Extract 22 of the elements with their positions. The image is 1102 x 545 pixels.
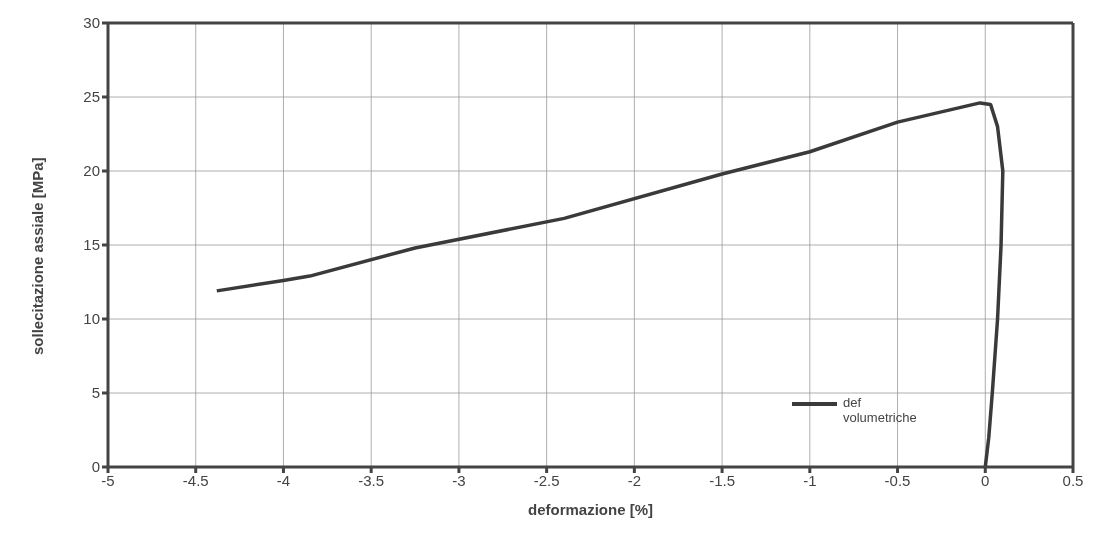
x-tick-label: -4	[276, 471, 291, 489]
y-axis-title: sollecitazione assiale [MPa]	[29, 157, 47, 355]
x-tick-label: 0.5	[1062, 471, 1084, 489]
x-tick-label: -3	[452, 471, 466, 489]
legend-label: def volumetriche	[843, 395, 918, 425]
y-tick-label: 15	[83, 236, 100, 254]
x-tick-label: -0.5	[884, 471, 911, 489]
x-tick-label: -4.5	[182, 471, 209, 489]
x-tick-label: -3.5	[358, 471, 385, 489]
y-tick-label: 30	[83, 14, 100, 32]
x-tick-label: 0	[981, 471, 990, 489]
x-tick-label: -1	[803, 471, 817, 489]
x-tick-label: -2.5	[533, 471, 560, 489]
y-tick-label: 25	[83, 88, 100, 106]
y-tick-label: 5	[91, 384, 100, 402]
y-tick-label: 20	[83, 162, 100, 180]
y-tick-label: 10	[83, 310, 100, 328]
x-axis-title: deformazione [%]	[527, 501, 654, 518]
x-tick-label: -2	[627, 471, 642, 489]
x-tick-label: -5	[101, 471, 115, 489]
y-tick-label: 0	[91, 458, 100, 476]
x-tick-label: -1.5	[709, 471, 736, 489]
